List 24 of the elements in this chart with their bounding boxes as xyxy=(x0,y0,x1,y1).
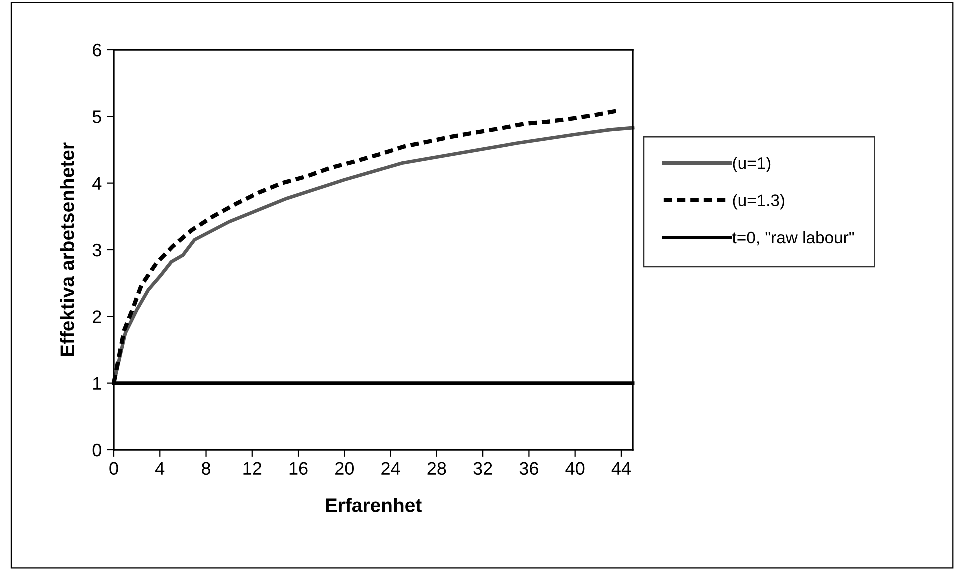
y-tick-label: 2 xyxy=(93,310,102,324)
x-tick-label: 16 xyxy=(290,462,308,476)
x-tick-label: 12 xyxy=(244,462,262,475)
y-tick-label: 6 xyxy=(93,44,102,57)
x-axis-title: Erfarenhet xyxy=(326,498,422,512)
x-tick-label: 4 xyxy=(156,462,165,475)
legend-label: (u=1.3) xyxy=(733,194,784,210)
x-tick-label: 36 xyxy=(520,462,538,476)
y-tick-label: 4 xyxy=(92,177,102,190)
x-tick-label: 28 xyxy=(428,462,446,476)
legend-label: (u=1) xyxy=(733,157,771,173)
y-tick-label: 1 xyxy=(94,377,102,390)
y-axis-title: Effektiva arbetsenheter xyxy=(60,142,74,356)
y-tick-label: 3 xyxy=(92,244,102,257)
x-tick-label: 0 xyxy=(110,462,118,476)
legend-label: t=0, "raw labour" xyxy=(732,231,854,246)
x-tick-label: 44 xyxy=(612,462,631,475)
y-tick-label: 0 xyxy=(92,444,102,457)
x-tick-label: 20 xyxy=(336,462,354,476)
x-tick-label: 24 xyxy=(382,462,400,475)
x-tick-label: 40 xyxy=(566,462,585,476)
x-tick-label: 8 xyxy=(202,462,211,476)
x-tick-label: 32 xyxy=(474,462,492,476)
y-tick-label: 5 xyxy=(92,110,102,124)
